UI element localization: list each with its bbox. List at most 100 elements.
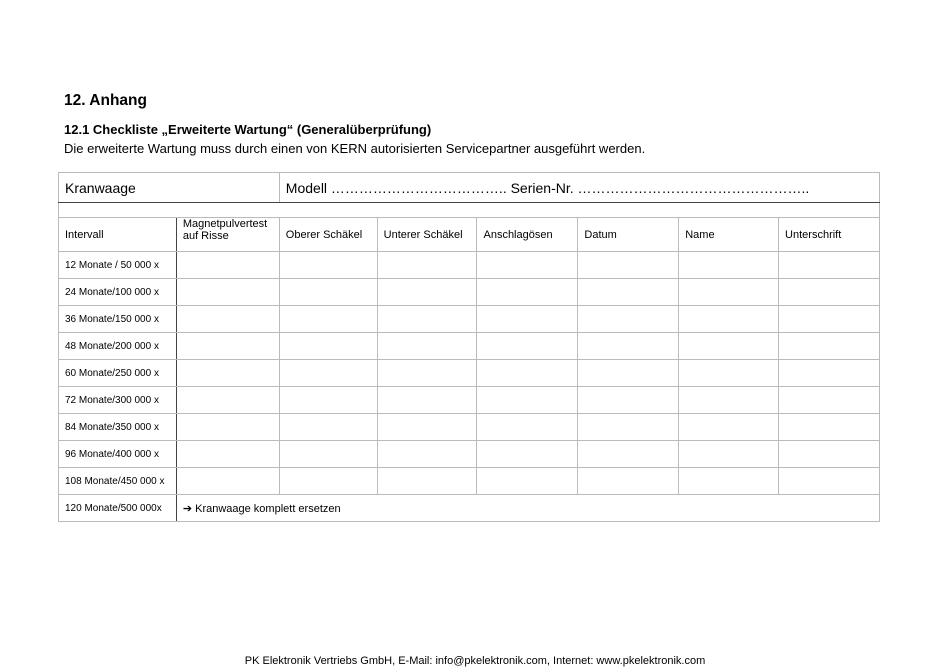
table-row: 12 Monate / 50 000 x: [58, 251, 880, 279]
blank-cell: [476, 359, 579, 387]
blank-cell: [678, 278, 780, 306]
blank-cell: [376, 305, 478, 333]
blank-cell: [678, 467, 780, 495]
blank-cell: [175, 440, 280, 468]
column-header: Magnetpulvertest auf Risse: [175, 217, 280, 252]
blank-cell: [376, 278, 478, 306]
blank-cell: [278, 386, 378, 414]
blank-cell: [476, 332, 579, 360]
blank-cell: [778, 440, 880, 468]
blank-cell: [678, 251, 780, 279]
table-row: 108 Monate/450 000 x: [58, 467, 880, 495]
blank-cell: [278, 359, 378, 387]
table-row: 48 Monate/200 000 x: [58, 332, 880, 360]
checklist-table: Kranwaage Modell ……………………………….. Serien-Nr…: [58, 172, 881, 522]
interval-cell: 12 Monate / 50 000 x: [58, 251, 177, 279]
replace-note: ➔ Kranwaage komplett ersetzen: [175, 494, 881, 522]
blank-cell: [678, 440, 780, 468]
blank-cell: [476, 278, 579, 306]
blank-cell: [778, 251, 880, 279]
blank-cell: [376, 332, 478, 360]
blank-cell: [577, 386, 680, 414]
blank-cell: [678, 332, 780, 360]
table-row: 24 Monate/100 000 x: [58, 278, 880, 306]
interval-cell: 24 Monate/100 000 x: [58, 278, 177, 306]
spacer-row: [58, 202, 880, 218]
blank-cell: [278, 251, 378, 279]
blank-cell: [376, 386, 478, 414]
intro-text: Die erweiterte Wartung muss durch einen …: [64, 141, 646, 156]
blank-cell: [778, 386, 880, 414]
column-header: Unterschrift: [778, 217, 880, 252]
blank-cell: [175, 305, 280, 333]
blank-cell: [577, 305, 680, 333]
model-serial-field: Modell ……………………………….. Serien-Nr. ……………………: [278, 172, 881, 203]
blank-cell: [175, 332, 280, 360]
footer: PK Elektronik Vertriebs GmbH, E-Mail: in…: [244, 655, 706, 667]
blank-cell: [577, 251, 680, 279]
column-header: Oberer Schäkel: [278, 217, 378, 252]
table-row: 84 Monate/350 000 x: [58, 413, 880, 441]
blank-cell: [278, 467, 378, 495]
interval-cell: 84 Monate/350 000 x: [58, 413, 177, 441]
blank-cell: [175, 278, 280, 306]
table-row: 36 Monate/150 000 x: [58, 305, 880, 333]
blank-cell: [476, 251, 579, 279]
blank-cell: [175, 251, 280, 279]
interval-cell: 108 Monate/450 000 x: [58, 467, 177, 495]
subsection-heading: 12.1 Checkliste „Erweiterte Wartung“ (Ge…: [64, 122, 432, 137]
table-row: 60 Monate/250 000 x: [58, 359, 880, 387]
blank-cell: [577, 332, 680, 360]
blank-cell: [778, 332, 880, 360]
column-header: Name: [678, 217, 780, 252]
blank-cell: [778, 413, 880, 441]
column-header: Anschlagösen: [476, 217, 579, 252]
blank-cell: [278, 305, 378, 333]
blank-cell: [476, 413, 579, 441]
column-header: Unterer Schäkel: [376, 217, 478, 252]
blank-cell: [577, 467, 680, 495]
blank-cell: [278, 413, 378, 441]
blank-cell: [678, 413, 780, 441]
blank-cell: [476, 467, 579, 495]
blank-cell: [376, 251, 478, 279]
blank-cell: [577, 413, 680, 441]
blank-cell: [278, 278, 378, 306]
blank-cell: [376, 359, 478, 387]
blank-cell: [175, 386, 280, 414]
blank-cell: [476, 386, 579, 414]
blank-cell: [376, 467, 478, 495]
blank-cell: [577, 359, 680, 387]
column-header: Datum: [577, 217, 680, 252]
interval-cell: 36 Monate/150 000 x: [58, 305, 177, 333]
kranwaage-label: Kranwaage: [58, 172, 280, 203]
blank-cell: [476, 440, 579, 468]
blank-cell: [577, 278, 680, 306]
section-heading: 12. Anhang: [64, 92, 147, 109]
interval-cell: 72 Monate/300 000 x: [58, 386, 177, 414]
blank-cell: [778, 305, 880, 333]
blank-cell: [278, 332, 378, 360]
interval-cell: 96 Monate/400 000 x: [58, 440, 177, 468]
table-row: 72 Monate/300 000 x: [58, 386, 880, 414]
blank-cell: [778, 278, 880, 306]
blank-cell: [175, 413, 280, 441]
blank-cell: [376, 413, 478, 441]
blank-cell: [778, 359, 880, 387]
column-header: Intervall: [58, 217, 177, 252]
blank-cell: [678, 305, 780, 333]
interval-cell: 60 Monate/250 000 x: [58, 359, 177, 387]
blank-cell: [175, 467, 280, 495]
interval-cell: 120 Monate/500 000x: [58, 494, 177, 522]
interval-cell: 48 Monate/200 000 x: [58, 332, 177, 360]
blank-cell: [376, 440, 478, 468]
blank-cell: [678, 386, 780, 414]
blank-cell: [678, 359, 780, 387]
blank-cell: [778, 467, 880, 495]
table-row: 96 Monate/400 000 x: [58, 440, 880, 468]
blank-cell: [175, 359, 280, 387]
blank-cell: [577, 440, 680, 468]
blank-cell: [476, 305, 579, 333]
blank-cell: [278, 440, 378, 468]
